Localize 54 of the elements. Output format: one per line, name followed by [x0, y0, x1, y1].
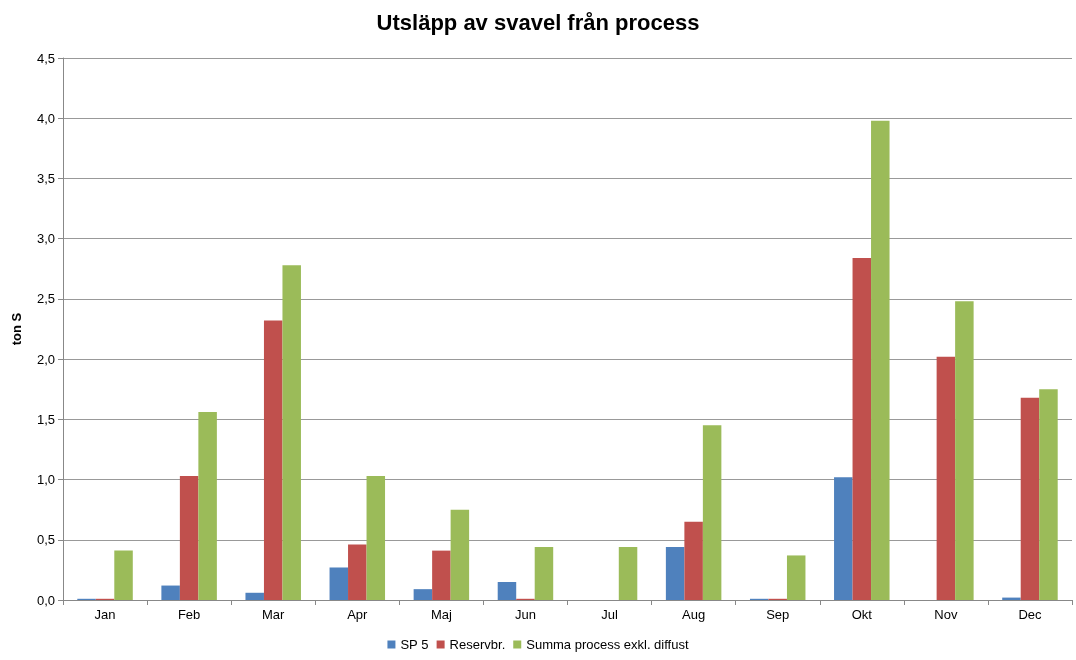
x-tick-label: Mar: [262, 607, 286, 622]
bar: [665, 547, 685, 600]
bar: [263, 320, 283, 600]
y-tick-label: 3,5: [36, 170, 55, 186]
bar: [1039, 389, 1058, 600]
bar: [786, 555, 806, 600]
bar: [348, 544, 367, 600]
bar: [1020, 397, 1040, 600]
x-tick-label: Jan: [94, 607, 116, 622]
y-tick-label: 1,0: [36, 472, 55, 488]
bar: [618, 547, 638, 600]
bar: [161, 585, 180, 600]
bar: [497, 581, 517, 600]
bar: [450, 509, 470, 600]
x-tick-label: Nov: [934, 607, 958, 622]
x-tick-label: Jul: [601, 607, 618, 622]
bar: [413, 589, 433, 600]
bar: [852, 257, 872, 600]
y-tick-label: 0,5: [36, 532, 55, 548]
bar: [366, 475, 386, 600]
y-tick-label: 0,0: [36, 592, 55, 608]
bar: [702, 425, 722, 600]
bar: [684, 521, 703, 600]
bar: [179, 475, 199, 600]
bar: [329, 567, 349, 600]
bar: [282, 265, 301, 600]
y-tick-label: 3,0: [36, 231, 55, 247]
y-tick-label: 4,0: [36, 110, 55, 126]
x-tick-label: Dec: [1018, 607, 1043, 622]
legend-label: Summa process exkl. diffust: [526, 637, 689, 652]
x-tick-label: Okt: [851, 607, 873, 622]
bar: [245, 592, 264, 600]
y-tick-label: 1,5: [36, 411, 55, 427]
bar: [198, 412, 217, 600]
x-tick-label: Sep: [766, 607, 790, 622]
legend-label: SP 5: [400, 637, 429, 652]
bar: [871, 120, 890, 600]
x-tick-label: Feb: [177, 607, 201, 622]
y-tick-label: 2,5: [36, 291, 55, 307]
chart-title: Utsläpp av svavel från process: [376, 9, 700, 35]
bar: [114, 550, 133, 600]
legend-label: Reservbr.: [449, 637, 506, 652]
x-tick-label: Apr: [347, 607, 369, 622]
x-tick-label: Maj: [430, 607, 452, 622]
y-tick-label: 2,0: [36, 351, 55, 367]
y-tick-label: 4,5: [36, 50, 55, 66]
x-tick-label: Jun: [514, 607, 536, 622]
bar: [936, 356, 956, 600]
y-axis-title: ton S: [9, 312, 24, 346]
bar: [534, 547, 554, 600]
x-tick-label: Aug: [682, 607, 706, 622]
bar: [834, 477, 853, 600]
bar: [955, 301, 974, 600]
bar: [432, 550, 451, 600]
